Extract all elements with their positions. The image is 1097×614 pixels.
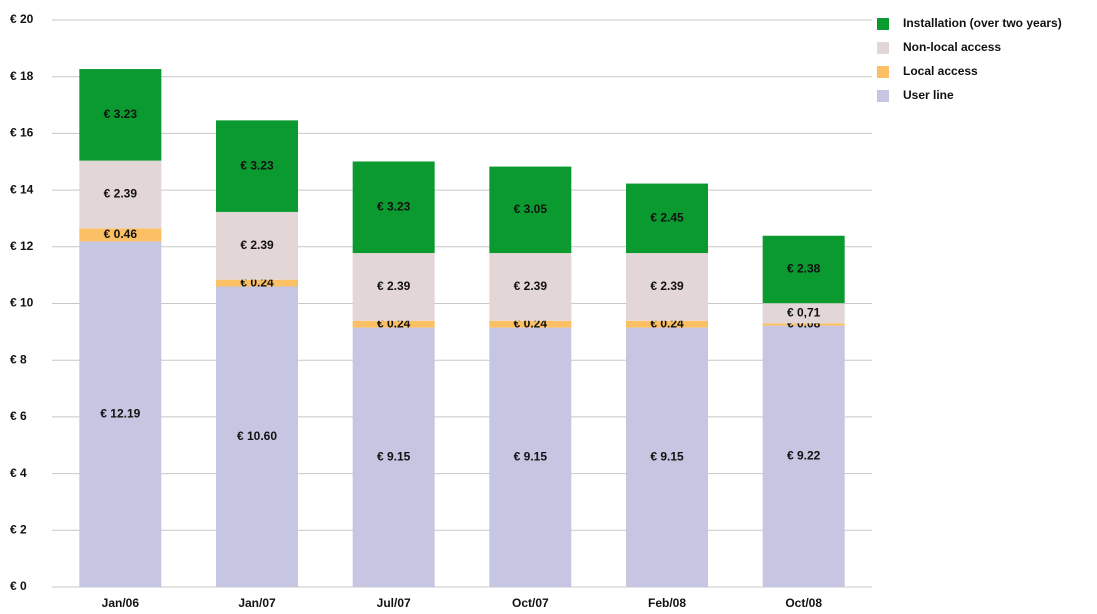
bar-segment xyxy=(352,253,435,321)
legend-label: Non-local access xyxy=(903,40,1001,54)
legend-swatch xyxy=(877,18,889,30)
bar-segment xyxy=(626,327,708,587)
y-tick-label: € 6 xyxy=(10,409,27,423)
y-tick-label: € 4 xyxy=(10,466,27,480)
x-tick-label: Jan/07 xyxy=(238,596,276,610)
legend-label: Installation (over two years) xyxy=(903,16,1062,30)
legend-label: Local access xyxy=(903,64,978,78)
bar-segment xyxy=(489,327,572,587)
bar-segment xyxy=(489,253,572,321)
legend-label: User line xyxy=(903,88,954,102)
y-tick-label: € 8 xyxy=(10,352,27,366)
value-label: € 0.46 xyxy=(104,227,138,241)
bar-segment xyxy=(79,160,162,229)
bar-segment xyxy=(79,241,162,587)
bar-segment xyxy=(626,183,708,254)
y-tick-label: € 20 xyxy=(10,12,34,26)
value-label: € 9.15 xyxy=(650,449,684,463)
y-tick-label: € 16 xyxy=(10,126,34,140)
y-tick-label: € 10 xyxy=(10,296,34,310)
x-tick-label: Oct/07 xyxy=(512,596,549,610)
bar-segment xyxy=(762,303,845,324)
bar-segment xyxy=(79,228,162,242)
value-label: € 9.15 xyxy=(377,449,411,463)
value-label: € 2.39 xyxy=(514,279,548,293)
bar-segment xyxy=(626,320,708,328)
value-label: € 0,71 xyxy=(787,305,821,319)
bar-segment xyxy=(626,253,708,321)
legend-swatch xyxy=(877,90,889,102)
value-label: € 2.38 xyxy=(787,262,821,276)
value-label: € 10.60 xyxy=(237,429,277,443)
value-label: € 2.39 xyxy=(377,279,411,293)
bar-segment xyxy=(79,69,162,161)
value-label: € 9.22 xyxy=(787,448,821,462)
bar-segment xyxy=(352,327,435,587)
value-label: € 2.45 xyxy=(650,210,684,224)
value-label: € 3.23 xyxy=(240,158,274,172)
legend-swatch xyxy=(877,42,889,54)
bar-segment xyxy=(489,166,572,254)
y-tick-label: € 2 xyxy=(10,522,27,536)
bar-segment xyxy=(216,211,298,280)
value-label: € 12.19 xyxy=(100,406,140,420)
y-tick-label: € 12 xyxy=(10,239,34,253)
value-label: € 2.39 xyxy=(104,187,138,201)
y-tick-label: € 14 xyxy=(10,182,34,196)
bar-segment xyxy=(489,320,572,328)
bar-segment xyxy=(216,279,298,287)
value-label: € 3.23 xyxy=(377,199,411,213)
value-label: € 2.39 xyxy=(240,238,274,252)
x-tick-label: Oct/08 xyxy=(785,596,822,610)
bar-segment xyxy=(762,325,845,587)
bar-segment xyxy=(352,161,435,254)
x-tick-label: Jul/07 xyxy=(377,596,411,610)
x-tick-label: Jan/06 xyxy=(102,596,140,610)
value-label: € 3.05 xyxy=(514,202,548,216)
bar-segment xyxy=(216,286,298,587)
legend-swatch xyxy=(877,66,889,78)
bar-segment xyxy=(216,120,298,212)
value-label: € 9.15 xyxy=(514,449,548,463)
y-tick-label: € 0 xyxy=(10,579,27,593)
bar-segment xyxy=(762,323,845,326)
x-tick-label: Feb/08 xyxy=(648,596,686,610)
value-label: € 2.39 xyxy=(650,279,684,293)
value-label: € 3.23 xyxy=(104,107,138,121)
y-tick-label: € 18 xyxy=(10,69,34,83)
bar-segment xyxy=(352,320,435,328)
bar-segment xyxy=(762,235,845,304)
